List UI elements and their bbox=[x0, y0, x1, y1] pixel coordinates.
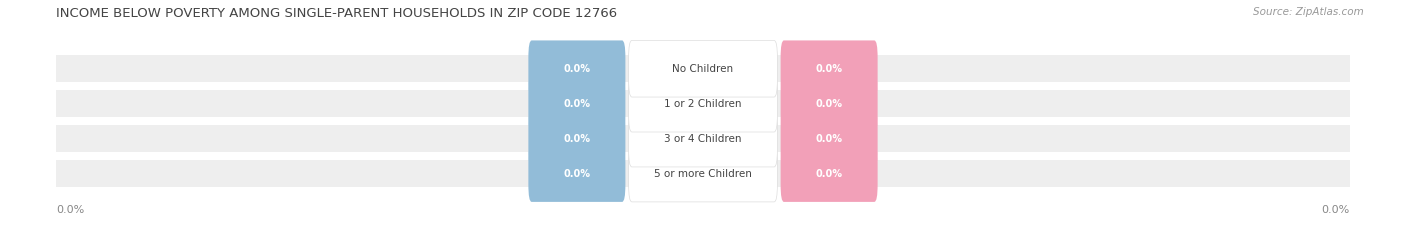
FancyBboxPatch shape bbox=[628, 145, 778, 202]
Text: 0.0%: 0.0% bbox=[815, 169, 842, 178]
FancyBboxPatch shape bbox=[529, 75, 626, 132]
FancyBboxPatch shape bbox=[628, 110, 778, 167]
Bar bbox=[56, 160, 1350, 187]
FancyBboxPatch shape bbox=[780, 41, 877, 97]
FancyBboxPatch shape bbox=[780, 75, 877, 132]
FancyBboxPatch shape bbox=[780, 110, 877, 167]
Text: 0.0%: 0.0% bbox=[564, 134, 591, 144]
Text: 1 or 2 Children: 1 or 2 Children bbox=[664, 99, 742, 109]
Text: Source: ZipAtlas.com: Source: ZipAtlas.com bbox=[1253, 7, 1364, 17]
Text: 0.0%: 0.0% bbox=[815, 64, 842, 74]
FancyBboxPatch shape bbox=[628, 75, 778, 132]
FancyBboxPatch shape bbox=[780, 145, 877, 202]
Text: INCOME BELOW POVERTY AMONG SINGLE-PARENT HOUSEHOLDS IN ZIP CODE 12766: INCOME BELOW POVERTY AMONG SINGLE-PARENT… bbox=[56, 7, 617, 20]
Text: 0.0%: 0.0% bbox=[564, 99, 591, 109]
FancyBboxPatch shape bbox=[529, 145, 626, 202]
Text: 0.0%: 0.0% bbox=[815, 99, 842, 109]
Text: 5 or more Children: 5 or more Children bbox=[654, 169, 752, 178]
Text: 0.0%: 0.0% bbox=[815, 134, 842, 144]
Text: 0.0%: 0.0% bbox=[564, 64, 591, 74]
Text: 0.0%: 0.0% bbox=[1322, 205, 1350, 215]
Bar bbox=[56, 125, 1350, 152]
FancyBboxPatch shape bbox=[529, 110, 626, 167]
Text: 0.0%: 0.0% bbox=[56, 205, 84, 215]
FancyBboxPatch shape bbox=[628, 41, 778, 97]
Text: 3 or 4 Children: 3 or 4 Children bbox=[664, 134, 742, 144]
FancyBboxPatch shape bbox=[529, 41, 626, 97]
Text: No Children: No Children bbox=[672, 64, 734, 74]
Text: 0.0%: 0.0% bbox=[564, 169, 591, 178]
Bar bbox=[56, 55, 1350, 82]
Bar bbox=[56, 90, 1350, 117]
